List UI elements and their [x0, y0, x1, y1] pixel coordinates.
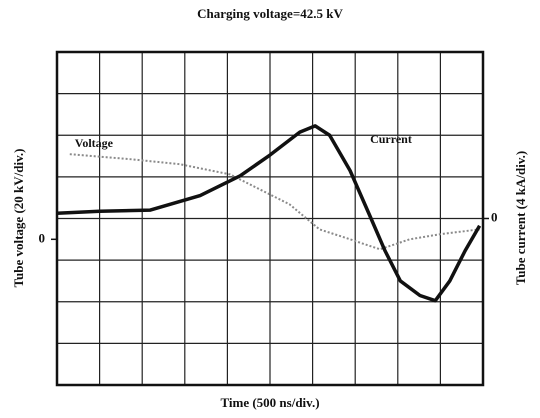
series-label: Voltage	[75, 136, 114, 150]
y2-axis-label: Tube current (4 kA/div.)	[513, 151, 528, 285]
y2-tick-label: 0	[491, 209, 498, 224]
trace	[56, 124, 482, 303]
x-axis-label: Time (500 ns/div.)	[220, 395, 319, 410]
chart-title: Charging voltage=42.5 kV	[197, 6, 343, 21]
y-tick-label: 0	[39, 230, 46, 245]
y-axis-label: Tube voltage (20 kV/div.)	[11, 149, 26, 288]
series-label: Current	[370, 132, 412, 146]
